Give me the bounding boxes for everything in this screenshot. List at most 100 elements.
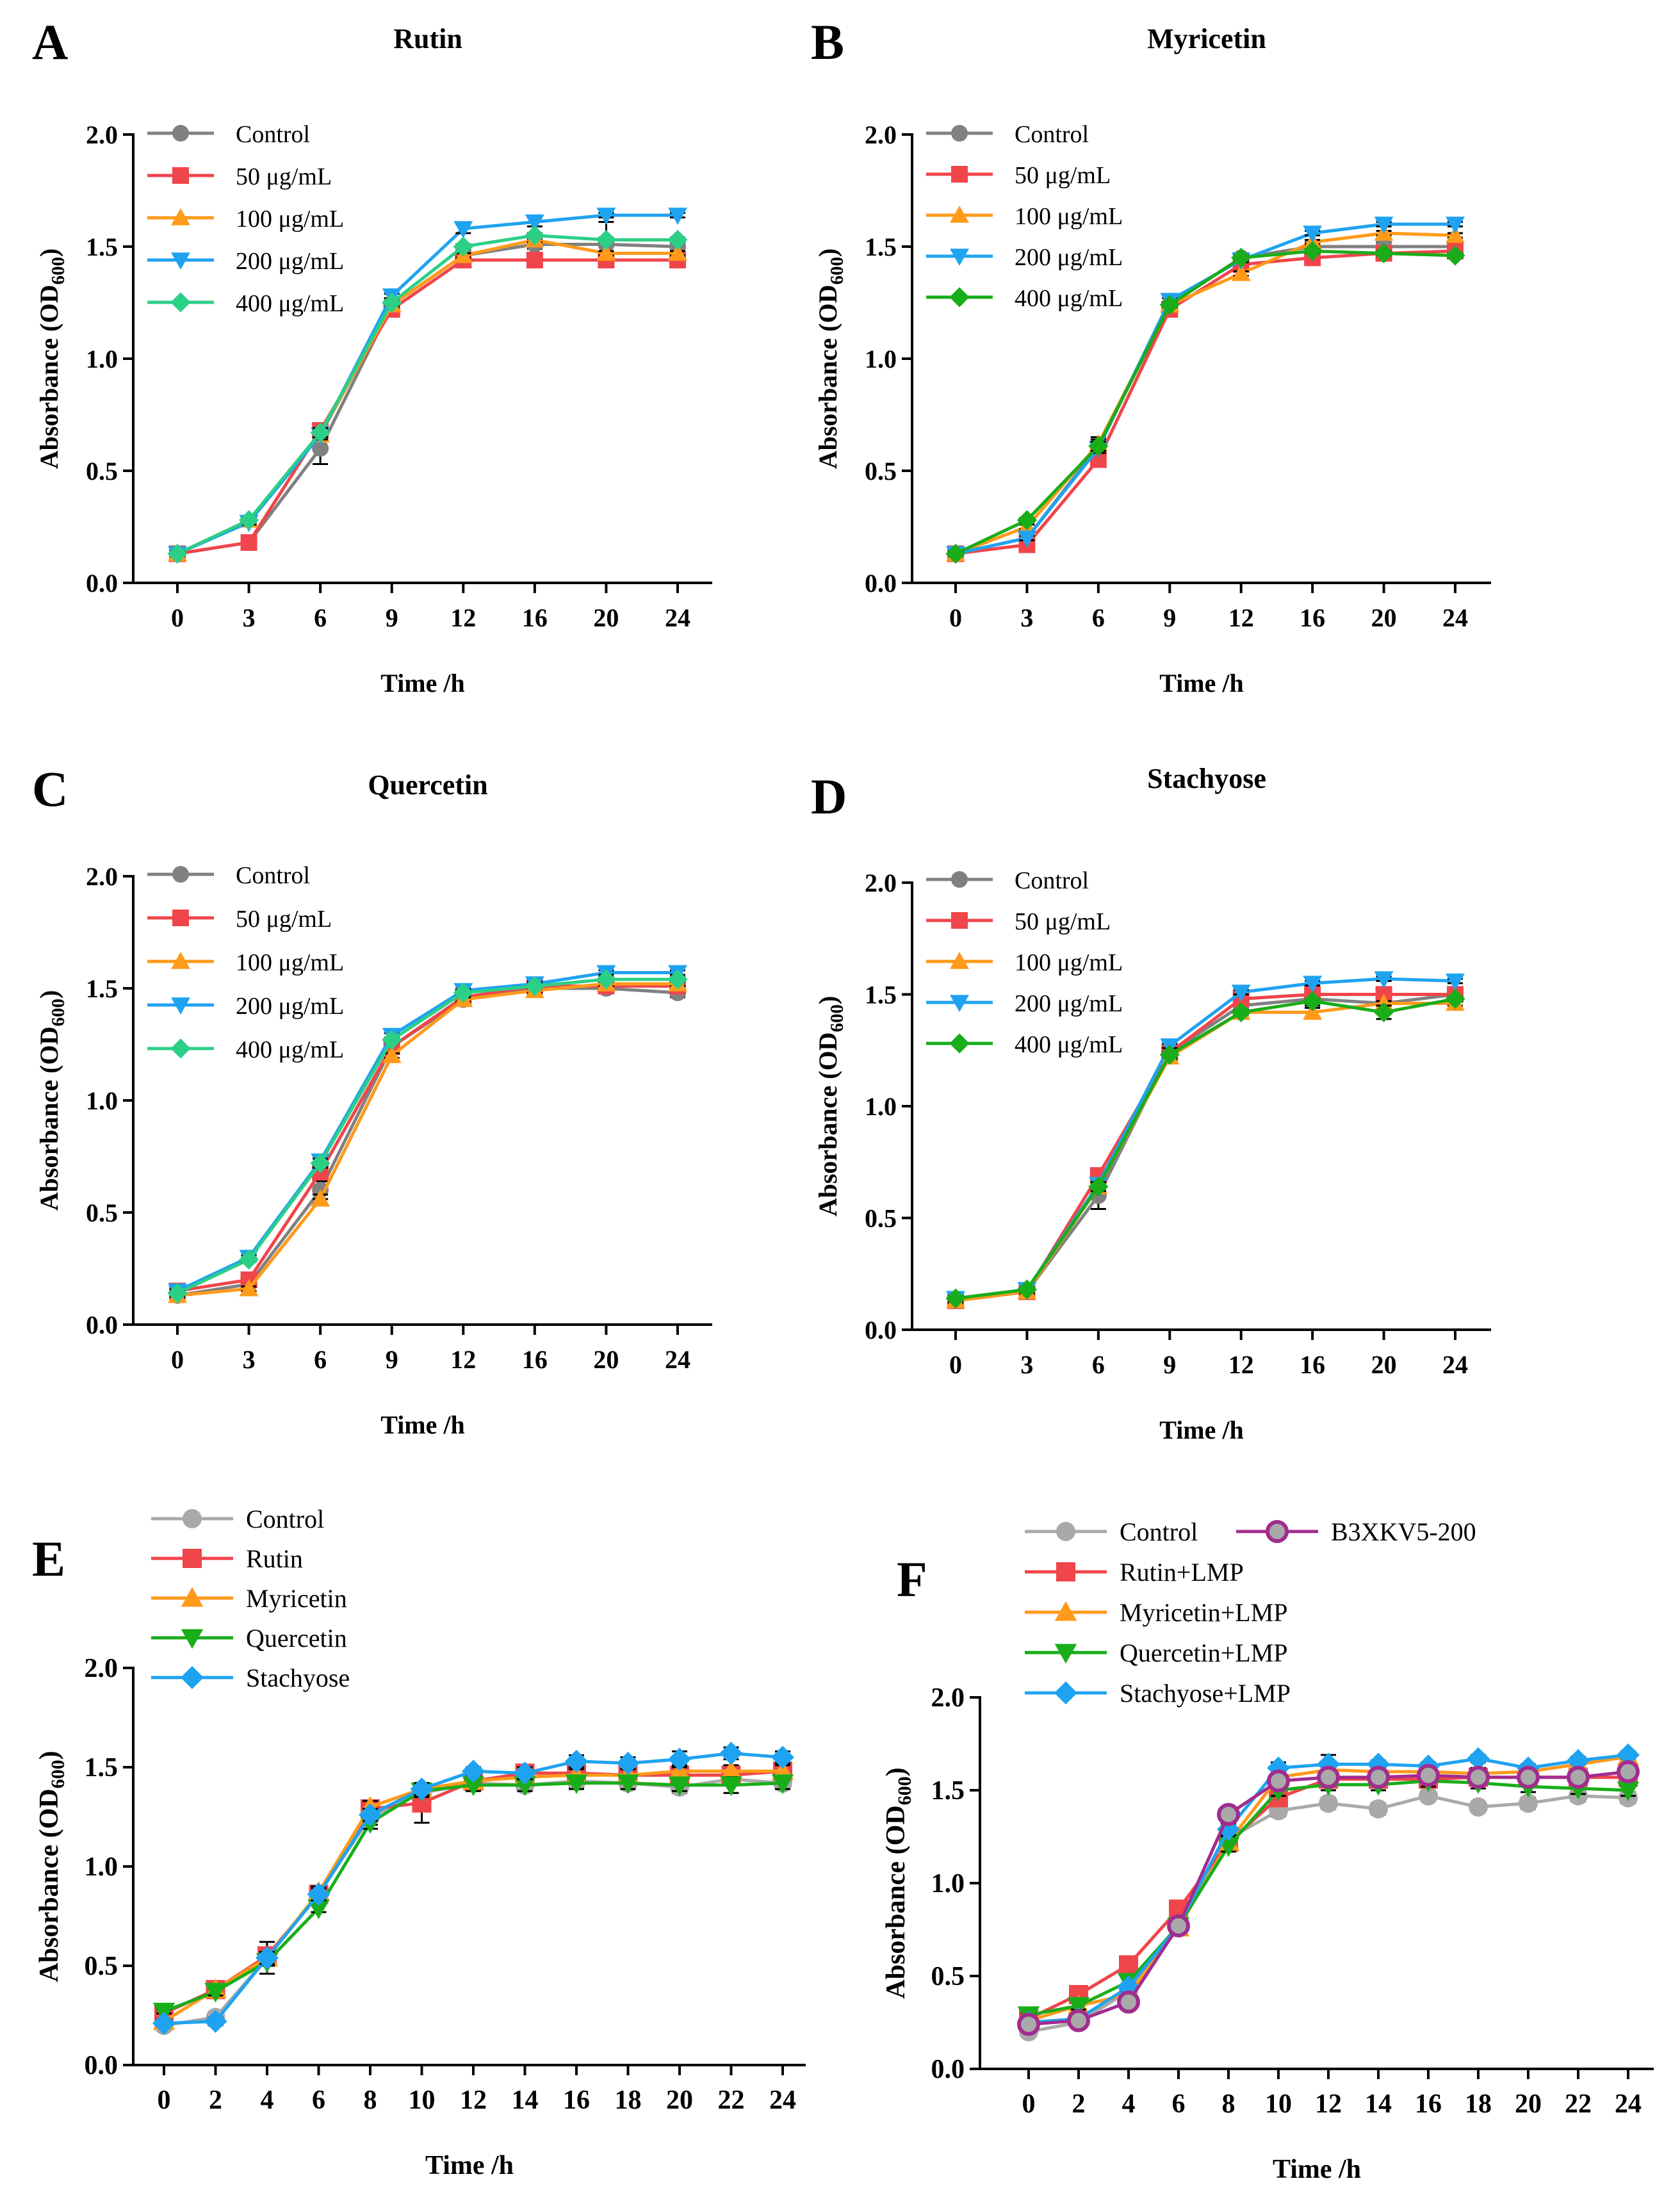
panel-f-x-tick-label: 10 [1265,2089,1292,2119]
panel-f-x-tick-label: 18 [1465,2089,1492,2119]
panel-d-data-point [945,1288,966,1309]
panel-e-x-tick-label: 2 [209,2086,222,2115]
panel-a-data-point [453,221,473,238]
panel-b: B Myricetin 0.0 0.5 1.0 1.5 2.0 0 3 6 9 12 16 20 24 Tim… [811,14,1491,698]
panel-d-title: Stachyose [1147,763,1266,794]
panel-d-y-tick-label: 0.5 [865,1204,897,1233]
panel-b-y-label-end: ) [813,249,842,257]
panel-b-y-label: Absorbance (OD600) [813,249,847,470]
panel-b-y-tick-label: 0.0 [865,569,897,598]
panel-d-y-tick-label: 2.0 [865,869,897,897]
panel-b-legend-marker [950,249,969,266]
panel-b-title: Myricetin [1147,23,1266,54]
panel-f-y-tick-label: 0.5 [931,1962,965,1991]
panel-c: C Quercetin 0.0 0.5 1.0 1.5 2.0 0 3 6 9 12 16 20 24 Tim… [32,761,712,1439]
panel-a-data-point [238,510,259,530]
panel-e-y-label: Absorbance (OD600) [35,1751,69,1982]
panel-c-x-tick-label: 12 [450,1345,476,1374]
panel-a-data-point [667,229,688,250]
panel-b-x-label: Time /h [1159,669,1244,698]
panel-a-y-label-end: ) [35,249,63,257]
panel-e-y-tick-label: 0.5 [85,1952,118,1981]
panel-b-legend-label: 200 μg/mL [1015,244,1123,271]
panel-b-legend: Control 50 μg/mL 100 μg/mL 200 μg/mL 400 μg/… [926,121,1123,312]
panel-b-data-point [1373,243,1394,264]
panel-e-y-label-main: Absorbance (OD [35,1788,64,1982]
panel-f-x-label: Time /h [1273,2155,1361,2184]
panel-b-data-point [1446,225,1465,243]
panel-e-series-2 [152,1760,794,2030]
panel-b-x-tick-label: 6 [1092,603,1105,632]
panel-c-data-point [239,1279,259,1296]
panel-f-data-point [1567,1749,1590,1772]
panel-d-data-point [1374,971,1394,989]
panel-d-data-point [1088,1177,1109,1197]
panel-e-x-tick-label: 18 [615,2086,642,2115]
panel-b-y-tick-label: 1.0 [865,345,897,373]
panel-c-letter: C [32,761,68,817]
panel-e-data-point [771,1774,794,1795]
panel-f-data-point [1119,1955,1138,1975]
panel-c-legend-label: Control [236,862,310,889]
panel-e-data-point [307,1899,330,1920]
panel-a-legend-label: 100 μg/mL [236,206,344,233]
panel-c-data-point [453,983,473,1003]
panel-c-data-point [525,976,545,997]
panel-e-y-tick-label: 1.5 [85,1753,118,1783]
panel-f-data-point [1517,1765,1540,1789]
panel-f-y-tick-label: 2.0 [931,1683,965,1713]
panel-b-legend-label: Control [1015,121,1089,148]
panel-d-x-tick-label: 12 [1228,1350,1254,1379]
panel-d-x-tick-label: 6 [1092,1350,1105,1379]
panel-c-x-tick-label: 20 [593,1345,619,1374]
panel-a-legend: Control 50 μg/mL 100 μg/mL 200 μg/mL 400 μg/… [147,121,344,317]
panel-f-x-tick-label: 16 [1415,2089,1442,2119]
panel-a-data-point [240,534,257,551]
panel-d-data-point [1016,1279,1038,1300]
panel-a-letter: A [32,14,68,70]
panel-e-series-1 [154,1761,792,2023]
panel-f-data-point [1467,1765,1490,1789]
panel-c-series-line [177,982,678,1297]
panel-d-data-point [1446,973,1465,991]
panel-f-data-point [1319,1793,1338,1813]
panel-f-x-tick-label: 4 [1122,2089,1136,2119]
panel-f-data-point [1217,1802,1240,1826]
panel-d-data-point [1231,984,1251,1002]
panel-e-legend-marker [181,1629,204,1649]
panel-c-data-point [667,969,688,990]
panel-a-data-point [526,252,543,268]
panel-f-y-tick-label: 1.0 [931,1869,965,1899]
panel-b-x-tick-label: 9 [1163,603,1176,632]
panel-a-data-point [453,236,473,257]
panel-a-data-point [525,214,544,232]
panel-d-x-tick-label: 20 [1371,1350,1397,1379]
panel-a-legend-label: 200 μg/mL [236,248,344,275]
panel-e-y-tick-label: 2.0 [85,1654,118,1683]
panel-f-x-tick-label: 6 [1172,2089,1186,2119]
panel-f-legend-marker [1054,1644,1077,1664]
panel-e-y-tick-label: 1.0 [85,1852,118,1882]
panel-f-y-label-end: ) [881,1767,911,1776]
panel-d-x-tick-label: 3 [1020,1350,1033,1379]
panel-f-y-tick-label: 0.0 [931,2055,965,2084]
panel-b-data-point [1231,264,1251,281]
panel-a-data-point [596,208,616,225]
panel-c-series-line [176,977,678,1295]
panel-e-data-point [204,2009,227,2033]
panel-a-x-tick-label: 3 [243,603,256,632]
panel-d-data-point [1303,1002,1323,1020]
panel-b-series-line [955,222,1455,555]
panel-c-y-tick-label: 0.5 [86,1198,118,1227]
panel-a-data-point [167,543,188,564]
panel-c-y-label: Absorbance (OD600) [35,990,69,1211]
panel-e-series-3 [152,1774,794,2023]
panel-f-x-tick-label: 12 [1315,2089,1342,2119]
panel-d-legend-label: 100 μg/mL [1015,949,1123,976]
panel-e-data-point [462,1760,485,1783]
panel-e-legend-label: Stachyose [246,1663,350,1692]
panel-c-x-label: Time /h [380,1410,465,1439]
panel-d-legend-label: 400 μg/mL [1015,1031,1123,1058]
panel-a-legend-marker [172,167,189,184]
